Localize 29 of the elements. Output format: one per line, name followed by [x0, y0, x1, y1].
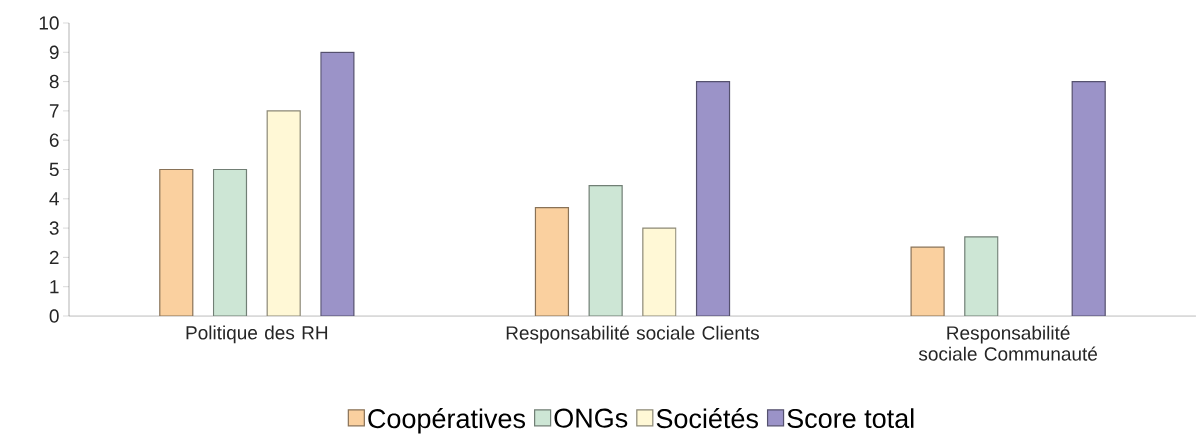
- y-tick-label: 8: [49, 74, 59, 89]
- x-tick-label: Responsabilité sociale Clients: [506, 325, 759, 344]
- y-tick-label: 3: [49, 221, 59, 235]
- x-tick-label: Responsabilité sociale Communauté: [918, 325, 1098, 361]
- y-tick-label: 5: [49, 162, 59, 177]
- bar: [320, 51, 355, 316]
- legend-label: Coopératives: [368, 408, 526, 434]
- bar: [910, 246, 945, 316]
- legend-label: Sociétés: [656, 408, 758, 429]
- y-tick-label: 7: [49, 104, 59, 118]
- bar: [534, 206, 570, 316]
- y-tick-label: 1: [50, 280, 59, 294]
- legend-label: Score total: [787, 408, 914, 429]
- bar: [642, 227, 677, 316]
- bar: [212, 168, 248, 316]
- y-tick-label: 4: [49, 192, 59, 206]
- y-tick-label: 2: [49, 250, 59, 265]
- bar: [695, 80, 731, 316]
- x-tick-label: Politique des RH: [186, 325, 328, 344]
- bar: [588, 185, 623, 316]
- legend-label: ONGs: [554, 408, 628, 428]
- y-tick-label: 0: [49, 309, 59, 323]
- bar: [159, 168, 194, 316]
- bar: [266, 110, 301, 316]
- y-tick-label: 9: [49, 45, 59, 60]
- y-tick-label: 10: [39, 16, 59, 30]
- bar: [1071, 80, 1106, 316]
- bar: [964, 236, 999, 316]
- y-tick-label: 6: [49, 133, 59, 147]
